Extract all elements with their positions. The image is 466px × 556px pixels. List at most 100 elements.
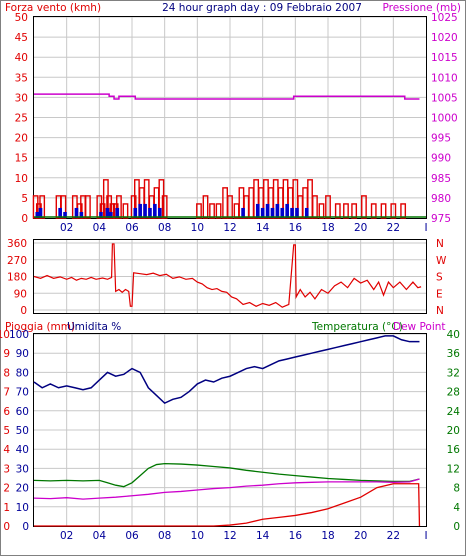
- wind-average-bar: [153, 203, 157, 218]
- wind-panel-axes: 02 04 06 08 10 12 14 16 18 20 22 I05101520253035404…: [15, 12, 458, 234]
- temperature-tick-label: 32: [447, 367, 460, 379]
- temperature-tick-label: 12: [447, 463, 460, 475]
- humidity-tick-label: 60: [16, 406, 29, 418]
- wind-tick-label: 45: [15, 32, 28, 44]
- hour-tick-label: 16: [289, 530, 303, 542]
- wind-gust-bar: [196, 203, 202, 219]
- wind-average-bar: [275, 203, 280, 218]
- direction-panel-marks: [33, 243, 422, 308]
- humidity-tick-label: 90: [16, 348, 29, 360]
- pressure-tick-label: 1025: [431, 12, 458, 24]
- direction-tick-label: 90: [14, 288, 27, 300]
- wind-gust-bar: [312, 195, 318, 219]
- pressure-tick-label: 990: [431, 153, 451, 165]
- wind-gust-bar: [390, 203, 397, 219]
- hour-tick-label: 14: [256, 222, 270, 234]
- wind-gust-bar: [122, 203, 129, 219]
- temperature-tick-label: 20: [447, 425, 460, 437]
- wind-tick-label: 20: [15, 133, 28, 145]
- compass-label: E: [436, 288, 443, 300]
- temperature-tick-label: 4: [453, 502, 460, 514]
- wind-average-bar: [138, 203, 142, 218]
- wind-average-bar: [265, 203, 270, 218]
- pressure-tick-label: 985: [431, 173, 451, 185]
- temperature-tick-label: 16: [447, 444, 461, 456]
- direction-tick-label: 0: [20, 305, 27, 317]
- dew-point-axis-label: Dew Point: [393, 321, 446, 333]
- wind-average-bar: [58, 207, 62, 218]
- temperature-tick-label: 8: [453, 483, 460, 495]
- wind-gust-bar: [215, 203, 222, 219]
- hour-tick-label: 08: [158, 530, 171, 542]
- wind-tick-label: 50: [15, 12, 28, 24]
- wind-tick-label: 10: [15, 173, 28, 185]
- wind-average-bar: [270, 207, 275, 218]
- humidity-tick-label: 20: [16, 483, 29, 495]
- wind-average-bar: [148, 207, 152, 218]
- wind-gust-bar: [227, 195, 233, 219]
- wind-gust-bar: [370, 203, 377, 219]
- wind-direction-line: [33, 243, 422, 308]
- hour-tick-label: 16: [289, 222, 303, 234]
- direction-panel-frame: [33, 239, 427, 314]
- hour-tick-label: 14: [256, 530, 270, 542]
- wind-average-bar: [38, 207, 43, 218]
- humidity-line: [33, 335, 420, 405]
- temperature-tick-label: 36: [447, 348, 461, 360]
- rain-tick-label: 2: [3, 483, 10, 495]
- wind-gust-bar: [84, 195, 91, 219]
- pressure-tick-label: 1010: [431, 72, 458, 84]
- hour-tick-label: 22: [387, 222, 400, 234]
- compass-label: S: [436, 272, 443, 284]
- hour-tick-label: 02: [60, 530, 73, 542]
- wind-gust-bar: [161, 195, 168, 219]
- hour-tick-label: 08: [158, 222, 171, 234]
- wind-average-bar: [99, 211, 103, 218]
- pressure-tick-label: 1000: [431, 113, 458, 125]
- hour-tick-label: 04: [93, 530, 107, 542]
- wind-average-bar: [63, 211, 67, 218]
- pressure-axis-label: Pressione (mb): [382, 2, 461, 14]
- wind-average-bar: [255, 203, 260, 218]
- hour-tick-label: 20: [354, 530, 367, 542]
- wind-gust-bar: [202, 195, 209, 219]
- pressure-tick-label: 1020: [431, 32, 458, 44]
- temperature-tick-label: 28: [447, 387, 460, 399]
- humidity-tick-label: 100: [9, 329, 29, 341]
- wind-gust-bar: [325, 195, 331, 219]
- direction-tick-label: 360: [7, 238, 27, 250]
- dew-point-line: [33, 478, 420, 500]
- wind-gust-bar: [209, 203, 215, 219]
- humidity-tick-label: 10: [16, 502, 29, 514]
- hour-tick-label: 12: [223, 222, 236, 234]
- pressure-tick-label: 980: [431, 193, 451, 205]
- hour-tick-label: 06: [125, 222, 139, 234]
- wind-tick-label: 40: [15, 52, 28, 64]
- wind-average-bar: [280, 207, 285, 218]
- rain-tick-label: 9: [3, 348, 10, 360]
- wind-average-bar: [260, 207, 265, 218]
- temperature-line: [33, 462, 420, 488]
- temperature-axis-label: Temperatura (°C): [311, 321, 403, 333]
- temperature-panel-axes: 02 04 06 08 10 12 14 16 18 20 22 I0 01 102 203 304 405 50…: [0, 329, 460, 542]
- rain-tick-label: 10: [0, 329, 10, 341]
- compass-label: N: [436, 305, 444, 317]
- hour-tick-label: 10: [191, 222, 204, 234]
- hour-tick-label: 18: [321, 530, 334, 542]
- wind-tick-label: 25: [15, 113, 28, 125]
- pressure-line: [34, 93, 420, 100]
- wind-average-bar: [285, 203, 289, 218]
- wind-tick-label: 5: [21, 193, 28, 205]
- temperature-panel-marks: [33, 335, 421, 527]
- wind-gust-bar: [400, 203, 407, 219]
- wind-average-bar: [105, 207, 110, 218]
- wind-average-bar: [241, 207, 245, 218]
- humidity-tick-label: 30: [16, 463, 29, 475]
- temperature-panel-grid: [34, 333, 426, 526]
- wind-panel-marks: [32, 93, 426, 219]
- temperature-tick-label: 24: [447, 406, 461, 418]
- hour-tick-label: 18: [321, 222, 334, 234]
- wind-average-bar: [108, 211, 113, 218]
- rain-tick-label: 6: [3, 406, 10, 418]
